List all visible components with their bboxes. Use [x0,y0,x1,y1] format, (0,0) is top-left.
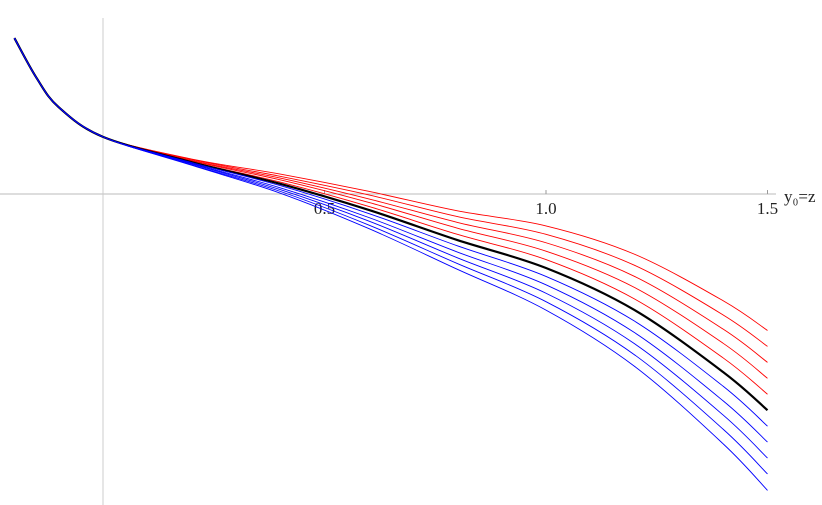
curve [14,37,768,459]
curve [14,37,768,379]
x-axis-label: y₀=z [784,187,816,206]
curve [14,37,768,475]
curve [13,37,769,412]
x-tick-label: 1.5 [757,199,778,218]
curve [14,37,768,347]
curve [14,37,768,491]
x-tick-label: 1.0 [535,199,556,218]
curve [14,37,768,443]
curve [14,37,768,427]
